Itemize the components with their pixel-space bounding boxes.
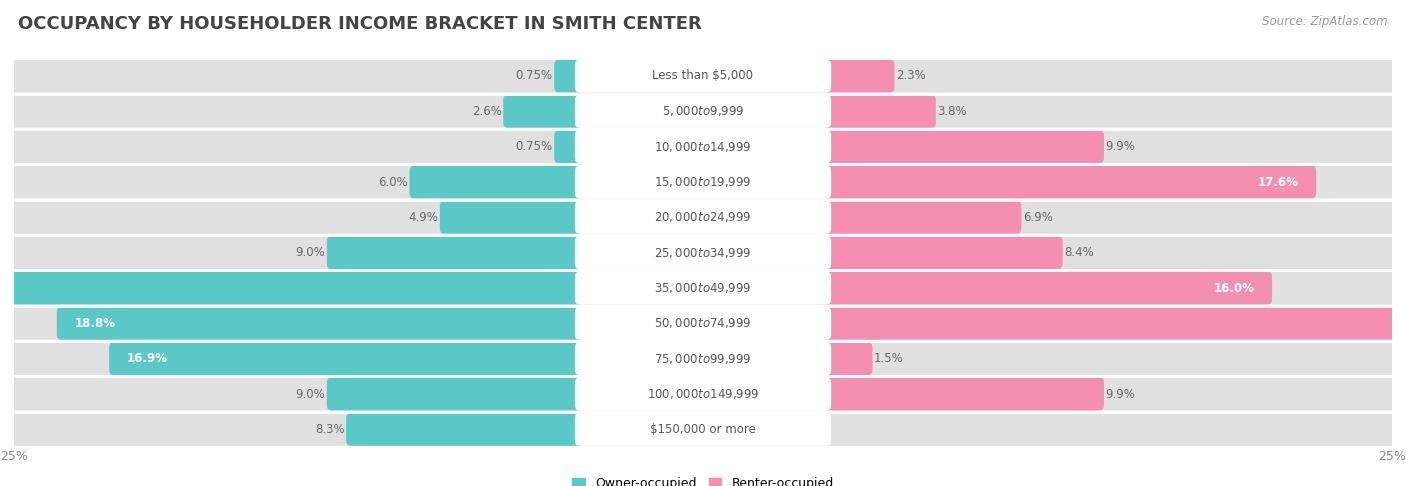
Text: 1.5%: 1.5% xyxy=(875,352,904,365)
Text: $5,000 to $9,999: $5,000 to $9,999 xyxy=(662,104,744,118)
FancyBboxPatch shape xyxy=(575,130,831,163)
Text: 3.8%: 3.8% xyxy=(938,105,967,118)
FancyBboxPatch shape xyxy=(823,272,1272,304)
Text: 2.3%: 2.3% xyxy=(896,69,925,83)
FancyBboxPatch shape xyxy=(575,60,831,92)
FancyBboxPatch shape xyxy=(823,201,1021,234)
Text: 16.0%: 16.0% xyxy=(1213,281,1254,295)
FancyBboxPatch shape xyxy=(14,94,1392,129)
FancyBboxPatch shape xyxy=(823,343,1396,375)
FancyBboxPatch shape xyxy=(10,413,583,446)
FancyBboxPatch shape xyxy=(14,270,1392,306)
FancyBboxPatch shape xyxy=(823,272,1396,304)
FancyBboxPatch shape xyxy=(823,343,873,375)
Text: 9.0%: 9.0% xyxy=(295,246,325,259)
FancyBboxPatch shape xyxy=(0,272,583,304)
Text: 0.75%: 0.75% xyxy=(516,69,553,83)
FancyBboxPatch shape xyxy=(823,237,1396,269)
FancyBboxPatch shape xyxy=(823,201,1396,234)
Text: $25,000 to $34,999: $25,000 to $34,999 xyxy=(654,246,752,260)
FancyBboxPatch shape xyxy=(575,307,831,340)
Text: 16.9%: 16.9% xyxy=(127,352,169,365)
FancyBboxPatch shape xyxy=(14,200,1392,235)
FancyBboxPatch shape xyxy=(326,237,583,269)
FancyBboxPatch shape xyxy=(823,130,1104,163)
Text: OCCUPANCY BY HOUSEHOLDER INCOME BRACKET IN SMITH CENTER: OCCUPANCY BY HOUSEHOLDER INCOME BRACKET … xyxy=(18,15,702,33)
FancyBboxPatch shape xyxy=(554,60,583,92)
Text: 0.75%: 0.75% xyxy=(516,140,553,153)
FancyBboxPatch shape xyxy=(823,413,1396,446)
Text: 4.9%: 4.9% xyxy=(409,211,439,224)
Text: 17.6%: 17.6% xyxy=(1257,175,1298,189)
FancyBboxPatch shape xyxy=(10,378,583,410)
FancyBboxPatch shape xyxy=(575,272,831,304)
FancyBboxPatch shape xyxy=(10,130,583,163)
FancyBboxPatch shape xyxy=(110,343,583,375)
FancyBboxPatch shape xyxy=(575,343,831,375)
FancyBboxPatch shape xyxy=(575,201,831,234)
FancyBboxPatch shape xyxy=(440,201,583,234)
FancyBboxPatch shape xyxy=(575,166,831,198)
Text: $15,000 to $19,999: $15,000 to $19,999 xyxy=(654,175,752,189)
Text: 6.9%: 6.9% xyxy=(1022,211,1053,224)
FancyBboxPatch shape xyxy=(56,307,583,340)
FancyBboxPatch shape xyxy=(823,95,936,128)
FancyBboxPatch shape xyxy=(10,201,583,234)
FancyBboxPatch shape xyxy=(326,378,583,410)
Legend: Owner-occupied, Renter-occupied: Owner-occupied, Renter-occupied xyxy=(568,472,838,486)
FancyBboxPatch shape xyxy=(823,60,894,92)
Text: $100,000 to $149,999: $100,000 to $149,999 xyxy=(647,387,759,401)
FancyBboxPatch shape xyxy=(14,412,1392,447)
FancyBboxPatch shape xyxy=(575,378,831,410)
FancyBboxPatch shape xyxy=(823,307,1406,340)
FancyBboxPatch shape xyxy=(823,60,1396,92)
Text: $75,000 to $99,999: $75,000 to $99,999 xyxy=(654,352,752,366)
FancyBboxPatch shape xyxy=(14,306,1392,341)
FancyBboxPatch shape xyxy=(823,130,1396,163)
Text: Less than $5,000: Less than $5,000 xyxy=(652,69,754,83)
FancyBboxPatch shape xyxy=(575,95,831,128)
Text: 6.0%: 6.0% xyxy=(378,175,408,189)
FancyBboxPatch shape xyxy=(10,60,583,92)
FancyBboxPatch shape xyxy=(10,166,583,198)
FancyBboxPatch shape xyxy=(823,378,1104,410)
FancyBboxPatch shape xyxy=(14,377,1392,412)
FancyBboxPatch shape xyxy=(823,166,1396,198)
Text: 9.9%: 9.9% xyxy=(1105,140,1135,153)
Text: 9.9%: 9.9% xyxy=(1105,388,1135,400)
FancyBboxPatch shape xyxy=(409,166,583,198)
FancyBboxPatch shape xyxy=(575,237,831,269)
FancyBboxPatch shape xyxy=(14,341,1392,377)
Text: 2.6%: 2.6% xyxy=(472,105,502,118)
FancyBboxPatch shape xyxy=(554,130,583,163)
Text: $10,000 to $14,999: $10,000 to $14,999 xyxy=(654,139,752,154)
FancyBboxPatch shape xyxy=(575,413,831,446)
FancyBboxPatch shape xyxy=(503,95,583,128)
Text: Source: ZipAtlas.com: Source: ZipAtlas.com xyxy=(1263,15,1388,28)
Text: $150,000 or more: $150,000 or more xyxy=(650,423,756,436)
Text: 8.3%: 8.3% xyxy=(315,423,344,436)
FancyBboxPatch shape xyxy=(823,378,1396,410)
FancyBboxPatch shape xyxy=(823,166,1316,198)
Text: $50,000 to $74,999: $50,000 to $74,999 xyxy=(654,316,752,330)
FancyBboxPatch shape xyxy=(10,307,583,340)
FancyBboxPatch shape xyxy=(823,307,1396,340)
Text: $35,000 to $49,999: $35,000 to $49,999 xyxy=(654,281,752,295)
FancyBboxPatch shape xyxy=(14,164,1392,200)
FancyBboxPatch shape xyxy=(10,343,583,375)
FancyBboxPatch shape xyxy=(10,272,583,304)
Text: 9.0%: 9.0% xyxy=(295,388,325,400)
Text: 18.8%: 18.8% xyxy=(75,317,115,330)
FancyBboxPatch shape xyxy=(14,129,1392,164)
Text: $20,000 to $24,999: $20,000 to $24,999 xyxy=(654,210,752,225)
Text: 8.4%: 8.4% xyxy=(1064,246,1094,259)
FancyBboxPatch shape xyxy=(823,237,1063,269)
FancyBboxPatch shape xyxy=(346,413,583,446)
FancyBboxPatch shape xyxy=(823,95,1396,128)
FancyBboxPatch shape xyxy=(14,58,1392,94)
FancyBboxPatch shape xyxy=(10,95,583,128)
FancyBboxPatch shape xyxy=(14,235,1392,270)
FancyBboxPatch shape xyxy=(10,237,583,269)
